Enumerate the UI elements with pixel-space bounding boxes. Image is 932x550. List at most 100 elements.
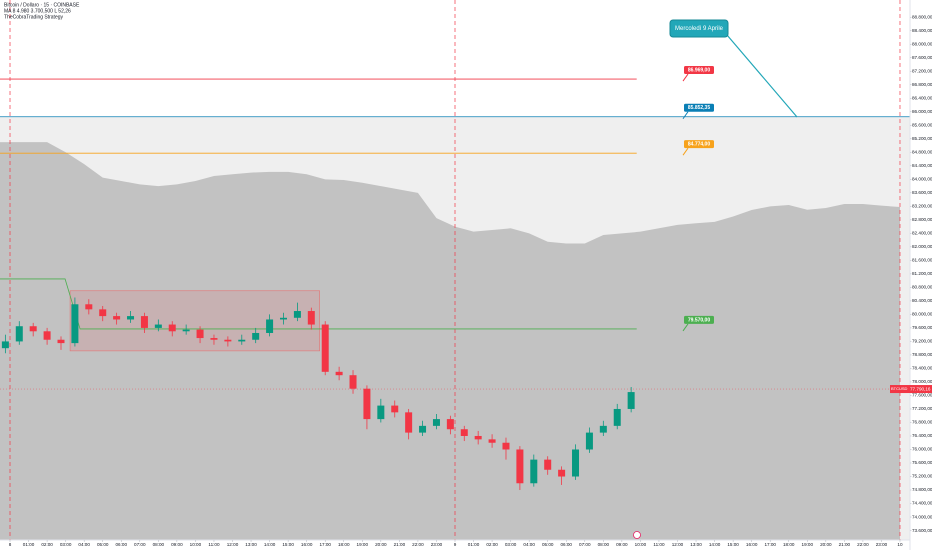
x-tick-label: 11:00	[208, 542, 220, 547]
candle-body	[474, 435, 482, 440]
y-tick-label: 73.600,00	[912, 528, 932, 533]
y-tick-label: 74.000,00	[912, 514, 932, 519]
x-tick-label: 08:00	[153, 542, 165, 547]
candle-body	[502, 442, 510, 450]
y-tick-label: 84.400,00	[912, 163, 932, 168]
x-tick-label: 05:00	[97, 542, 109, 547]
candle-body	[252, 332, 260, 340]
candle-body	[599, 425, 607, 433]
indicator-label: TheCobraTrading Strategy	[4, 14, 64, 20]
x-tick-label: 22:00	[412, 542, 424, 547]
y-tick-label: 84.000,00	[912, 177, 932, 182]
y-tick-label: 79.600,00	[912, 325, 932, 330]
candle-body	[293, 311, 301, 318]
callout-pointer	[726, 34, 798, 118]
x-tick-label: 10	[897, 542, 903, 547]
candle-body	[210, 338, 218, 340]
x-tick-label: 17:00	[764, 542, 776, 547]
candle-body	[154, 324, 162, 328]
x-tick-label: 22:00	[857, 542, 869, 547]
candle-body	[182, 329, 190, 332]
x-tick-label: 09:00	[616, 542, 628, 547]
level-tag-pointer	[682, 323, 689, 332]
y-tick-label: 74.400,00	[912, 501, 932, 506]
x-tick-label: 23:00	[431, 542, 443, 547]
chart-title: Bitcoin / Dollaro · 15 · COINBASE	[4, 2, 80, 8]
y-tick-label: 82.000,00	[912, 244, 932, 249]
x-tick-label: 18:00	[338, 542, 350, 547]
x-tick-label: 19:00	[802, 542, 814, 547]
candle-body	[516, 449, 524, 484]
y-tick-label: 80.800,00	[912, 285, 932, 290]
level-tag	[684, 103, 714, 112]
candle-body	[460, 429, 468, 436]
candle-body	[377, 405, 385, 420]
x-tick-label: 14:00	[709, 542, 721, 547]
x-tick-label: 21:00	[394, 542, 406, 547]
candle-body	[446, 419, 454, 430]
candle-body	[168, 324, 176, 332]
x-tick-label: 03:00	[505, 542, 517, 547]
x-tick-label: 23:00	[876, 542, 888, 547]
candle-body	[266, 319, 274, 333]
candle-body	[405, 412, 413, 433]
candle-body	[224, 339, 232, 342]
candle-body	[627, 392, 635, 409]
candle-body	[127, 316, 135, 320]
cloud	[10, 142, 900, 540]
range-box	[69, 290, 320, 352]
plot	[0, 0, 910, 540]
x-tick-label: 14:00	[264, 542, 276, 547]
x-tick-label: 06:00	[560, 542, 572, 547]
candle-body	[349, 375, 357, 389]
candle-body	[113, 316, 121, 320]
y-tick-label: 88.000,00	[912, 41, 932, 46]
level-tag	[684, 140, 714, 149]
x-tick-label: 18:00	[783, 542, 795, 547]
y-tick-label: 81.600,00	[912, 258, 932, 263]
y-tick-label: 86.400,00	[912, 95, 932, 100]
last-price-tag	[890, 385, 932, 394]
x-tick-label: 13:00	[245, 542, 257, 547]
candle-body	[85, 304, 93, 310]
last-price-label: 77.790,16	[910, 386, 931, 391]
y-tick-label: 82.400,00	[912, 231, 932, 236]
y-tick-label: 86.000,00	[912, 109, 932, 114]
x-tick-label: 9	[454, 542, 457, 547]
callout-box	[669, 19, 729, 38]
y-tick-label: 78.800,00	[912, 352, 932, 357]
x-tick-label: 20:00	[820, 542, 832, 547]
y-tick-label: 76.400,00	[912, 433, 932, 438]
y-tick-label: 83.600,00	[912, 190, 932, 195]
x-tick-label: 07:00	[134, 542, 146, 547]
event-icon[interactable]	[633, 531, 641, 539]
x-tick-label: 21:00	[839, 542, 851, 547]
level-tag-pointer	[682, 73, 689, 82]
indicator-label: MA 8 4.980 3.700,500 L 52,26	[4, 8, 71, 14]
x-tick-label: 01:00	[23, 542, 35, 547]
candle-body	[29, 326, 37, 332]
y-tick-label: 77.200,00	[912, 406, 932, 411]
x-tick-label: 04:00	[78, 542, 90, 547]
x-tick-label: 15:00	[727, 542, 739, 547]
y-tick-label: 88.400,00	[912, 28, 932, 33]
x-tick-label: 01:00	[468, 542, 480, 547]
candle-body	[613, 408, 621, 426]
y-tick-label: 74.800,00	[912, 487, 932, 492]
level-tag	[684, 66, 714, 75]
x-tick-label: 16:00	[301, 542, 313, 547]
y-tick-label: 78.400,00	[912, 366, 932, 371]
level-tag-text: 85.852,35	[688, 105, 710, 111]
candle-body	[530, 459, 538, 484]
candle-body	[335, 371, 343, 376]
y-tick-label: 88.800,00	[912, 14, 932, 19]
candle-body	[558, 469, 566, 477]
y-tick-label: 87.600,00	[912, 55, 932, 60]
x-tick-label: 06:00	[116, 542, 128, 547]
x-tick-label: 8	[9, 542, 12, 547]
y-tick-label: 85.600,00	[912, 123, 932, 128]
x-tick-label: 19:00	[357, 542, 369, 547]
candle-body	[140, 316, 148, 328]
